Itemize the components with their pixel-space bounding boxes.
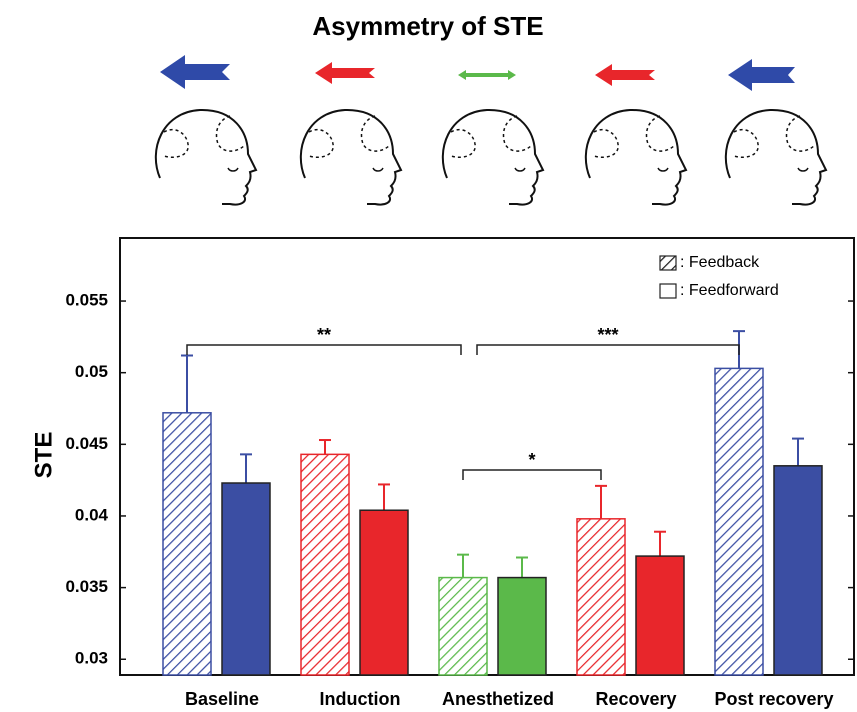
y-tick-label: 0.04 [75,505,109,524]
head [301,110,401,205]
head-illustrations [156,55,826,205]
significance-label: *** [597,325,618,345]
bar [498,578,546,675]
significance-label: ** [317,325,331,345]
legend-swatch [660,284,676,298]
arrow [160,55,230,89]
head [726,110,826,205]
y-tick-label: 0.035 [65,577,108,596]
x-tick-label: Baseline [185,689,259,709]
bar [715,368,763,675]
bar [577,519,625,675]
significance-bracket [187,345,461,355]
legend-label: : Feedback [680,254,760,271]
chart-title: Asymmetry of STE [312,11,543,41]
arrow [315,62,375,84]
arrow [728,59,795,91]
bar [163,413,211,675]
head [156,110,256,205]
significance-bracket [477,345,739,355]
arrow [458,70,516,80]
y-tick-label: 0.055 [65,291,108,310]
x-tick-label: Induction [320,689,401,709]
arrow [595,64,655,86]
bar [774,466,822,675]
legend-label: : Feedforward [680,282,779,299]
head [586,110,686,205]
head [443,110,543,205]
y-tick-label: 0.03 [75,649,108,668]
bar [301,454,349,675]
chart: Asymmetry of STE STE 0.03 0.035 0.04 0.045 0… [0,0,857,712]
bar [222,483,270,675]
x-tick-label: Post recovery [714,689,833,709]
x-tick-label: Recovery [595,689,676,709]
x-tick-label: Anesthetized [442,689,554,709]
significance-label: * [528,450,535,470]
bar [439,578,487,675]
bar [360,510,408,675]
significance-bracket [463,470,601,480]
legend-swatch [660,256,676,270]
y-axis-label: STE [30,432,57,479]
y-tick-label: 0.045 [65,434,108,453]
y-tick-label: 0.05 [75,362,108,381]
bar [636,556,684,675]
